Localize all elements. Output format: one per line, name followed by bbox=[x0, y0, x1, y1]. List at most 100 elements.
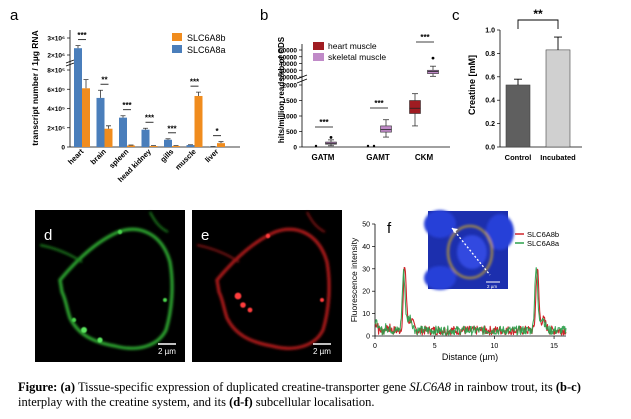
panel-d-puncta bbox=[117, 229, 123, 235]
caption-a-label: (a) bbox=[60, 380, 76, 394]
panel-f-y-tick-label: 50 bbox=[362, 222, 370, 229]
panel-c-y-tick-label: 1.0 bbox=[485, 28, 495, 35]
caption-part1: Tissue-specific expression of duplicated… bbox=[77, 380, 407, 394]
panel-c-significance-bracket: ** bbox=[517, 7, 559, 29]
panel-e-puncta bbox=[240, 302, 246, 308]
panel-b-y-tick-label: 2000 bbox=[283, 83, 298, 90]
x-tick-label-GAMT: GAMT bbox=[366, 153, 390, 162]
panel-e-micrograph: e 2 µm bbox=[192, 210, 342, 362]
error-bar-slc6a8b bbox=[196, 91, 201, 96]
panel-e-scalebar-label: 2 µm bbox=[313, 347, 331, 356]
panel-f-legend: SLC6A8b SLC6A8a bbox=[515, 230, 560, 248]
x-tick-label-brain: brain bbox=[89, 147, 109, 167]
panel-a-bar-chart: a transcript number / 1µg RNA 0 2×10⁵ 4×10… bbox=[10, 7, 240, 184]
box-outlier bbox=[431, 56, 435, 60]
panel-b-heart-point bbox=[366, 144, 370, 148]
panel-b-y-tick-label: 50000 bbox=[279, 54, 297, 61]
bar-slc6a8b-head-kidney bbox=[149, 146, 158, 147]
panel-c-y-tick-label: 0.2 bbox=[485, 121, 495, 128]
panel-a-y-tick-label: 8×10⁵ bbox=[47, 68, 65, 75]
caption-df-label: (d-f) bbox=[229, 395, 253, 409]
caption-gene: SLC6A8 bbox=[409, 380, 452, 394]
panel-a-sig-marker: *** bbox=[77, 31, 87, 40]
panel-a-y-tick-label: 4×10⁵ bbox=[47, 106, 65, 113]
panel-b-sig-marker: *** bbox=[374, 99, 384, 108]
panel-f-x-tick-label: 0 bbox=[373, 343, 377, 350]
panel-d-label: d bbox=[44, 227, 52, 244]
panel-d-puncta bbox=[97, 337, 103, 343]
error-bar-slc6a8a bbox=[143, 127, 148, 130]
inset-cell bbox=[447, 225, 493, 279]
panel-c-significance: ** bbox=[533, 7, 543, 21]
error-bar-slc6a8a bbox=[120, 115, 126, 118]
panel-b-y-tick-label: 30000 bbox=[279, 68, 297, 75]
caption-part4: subcellular localisation. bbox=[255, 395, 375, 409]
panel-f-xlabel: Distance (µm) bbox=[442, 352, 498, 362]
panel-b-legend: heart muscle skeletal muscle bbox=[313, 41, 386, 62]
panel-c-label: c bbox=[452, 7, 460, 24]
box-GAMT-skeletal-muscle bbox=[380, 125, 392, 133]
bar-slc6a8b-spleen bbox=[127, 145, 135, 147]
panel-d-puncta bbox=[71, 317, 77, 323]
error-bar-slc6a8a bbox=[75, 45, 81, 49]
panel-d-background bbox=[35, 210, 185, 362]
inset-nucleus bbox=[424, 210, 456, 238]
panel-b-y-tick-label: 20000 bbox=[279, 75, 297, 82]
panel-a-axis-break bbox=[65, 59, 75, 67]
panel-c-y-tick-label: 0.6 bbox=[485, 74, 495, 81]
panel-b-y-tick-label: 1500 bbox=[283, 98, 298, 105]
panel-b-y-tick-label: 0 bbox=[293, 145, 297, 152]
panel-f-inset-image: 2 µm bbox=[424, 210, 514, 290]
legend-label-heart-muscle: heart muscle bbox=[328, 41, 377, 51]
x-tick-label-gills: gills bbox=[158, 147, 175, 164]
panel-e-puncta bbox=[320, 298, 324, 302]
x-tick-label-liver: liver bbox=[203, 147, 220, 164]
panel-b-box-plot: b hits/million reads/kb of CDS 0 500 1000 1… bbox=[260, 7, 450, 162]
panel-e-label: e bbox=[201, 227, 209, 244]
panel-a-ylabel: transcript number / 1µg RNA bbox=[30, 30, 40, 145]
bar-slc6a8b-muscle bbox=[194, 95, 203, 147]
panel-a-y-tick-label: 2×10⁵ bbox=[47, 125, 65, 132]
panel-b-y-tick-label: 40000 bbox=[279, 61, 297, 68]
panel-f-label: f bbox=[387, 220, 392, 237]
panel-a-y-tick-label: 2×10⁶ bbox=[47, 53, 65, 60]
panel-c-bar-chart: c Creatine [mM] 0.0 0.2 0.4 0.6 0.8 1.0 Contr… bbox=[452, 7, 582, 162]
bar-slc6a8b-gills bbox=[172, 146, 180, 147]
box-outlier bbox=[329, 135, 333, 139]
bar-control bbox=[505, 84, 531, 148]
panel-b-y-tick-label: 1000 bbox=[283, 114, 298, 121]
line-series-slc6a8a bbox=[374, 267, 567, 336]
x-tick-label-control: Control bbox=[505, 153, 532, 162]
panel-e-membrane-signal bbox=[196, 211, 331, 350]
panel-d-scalebar-label: 2 µm bbox=[158, 347, 176, 356]
panel-f-x-tick-label: 15 bbox=[550, 343, 558, 350]
panel-f-x-tick-label: 10 bbox=[490, 343, 498, 350]
panel-e-puncta bbox=[247, 307, 253, 313]
panel-a-sig-marker: *** bbox=[122, 101, 132, 110]
panel-a-y-tick-label: 0 bbox=[61, 145, 65, 152]
panel-a-sig-marker: *** bbox=[190, 78, 200, 87]
error-bar-slc6a8b bbox=[218, 141, 224, 144]
panel-b-heart-point bbox=[314, 144, 318, 148]
panel-f-y-tick-label: 40 bbox=[362, 244, 370, 251]
error-bar-control bbox=[514, 78, 522, 85]
inset-arrow-icon bbox=[452, 228, 458, 233]
panel-f-x-tick-label: 5 bbox=[433, 343, 437, 350]
panel-f-y-tick-label: 0 bbox=[366, 334, 370, 341]
bar-slc6a8a-head-kidney bbox=[141, 129, 150, 147]
error-bar-slc6a8a bbox=[98, 89, 103, 98]
panel-f-line-chart: f Fluorescence intensity Distance (µm) 0… bbox=[349, 210, 567, 362]
panel-e-puncta bbox=[265, 233, 271, 239]
panel-b-label: b bbox=[260, 7, 268, 24]
legend-label-slc6a8a: SLC6A8a bbox=[187, 45, 226, 55]
x-tick-label-GATM: GATM bbox=[312, 153, 335, 162]
bar-slc6a8a-heart bbox=[74, 48, 82, 148]
panel-b-y-tick-label: 60000 bbox=[279, 48, 297, 55]
panel-c-y-tick-label: 0.4 bbox=[485, 98, 495, 105]
panel-a-y-tick-label: 3×10⁶ bbox=[47, 36, 65, 43]
error-bar-slc6a8b bbox=[83, 79, 89, 89]
legend-label-slc6a8b: SLC6A8b bbox=[187, 33, 226, 43]
legend-label-skeletal-muscle: skeletal muscle bbox=[328, 52, 386, 62]
bar-slc6a8b-brain bbox=[104, 128, 113, 147]
